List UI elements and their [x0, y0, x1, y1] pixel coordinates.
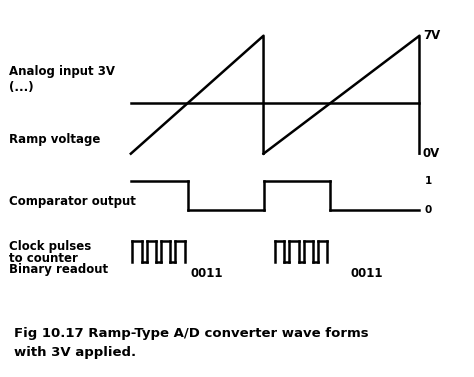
Text: Fig 10.17 Ramp-Type A/D converter wave forms: Fig 10.17 Ramp-Type A/D converter wave f…: [14, 327, 369, 340]
Text: Analog input 3V
(...): Analog input 3V (...): [9, 65, 116, 93]
Text: 0011: 0011: [191, 267, 223, 280]
Text: 0V: 0V: [423, 147, 440, 160]
Text: with 3V applied.: with 3V applied.: [14, 346, 137, 359]
Text: to counter: to counter: [9, 252, 78, 265]
Text: Comparator output: Comparator output: [9, 195, 137, 208]
Text: 1: 1: [424, 176, 432, 185]
Text: 0: 0: [424, 205, 432, 215]
Text: 0011: 0011: [350, 267, 383, 280]
Text: 7V: 7V: [423, 29, 440, 42]
Text: Binary readout: Binary readout: [9, 263, 109, 276]
Text: Clock pulses: Clock pulses: [9, 241, 92, 253]
Text: Ramp voltage: Ramp voltage: [9, 133, 101, 146]
